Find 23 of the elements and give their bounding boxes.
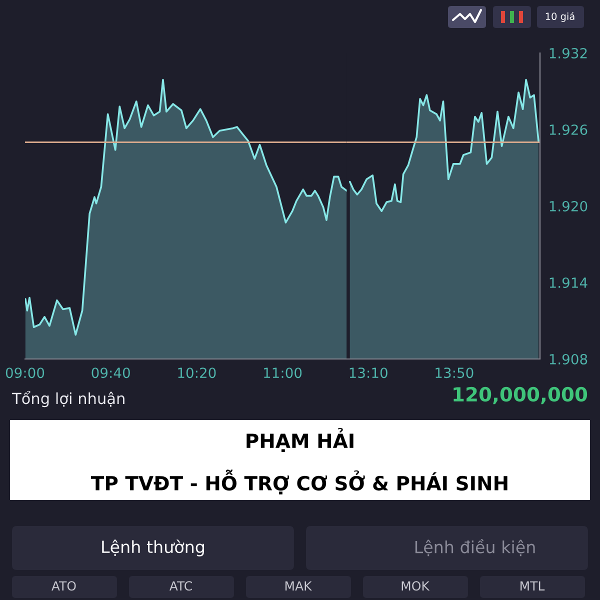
y-tick-label: 1.926 — [550, 124, 588, 135]
text: MOK — [402, 581, 430, 591]
y-tick-label: 1.914 — [550, 277, 588, 288]
text: ATO — [52, 581, 76, 591]
text: Lệnh thường — [102, 540, 204, 556]
x-tick-label: 13:10 — [350, 368, 388, 378]
text: 120,000,000 — [454, 386, 588, 404]
y-tick-label: 1.932 — [550, 48, 587, 58]
y-tick-label: 1.908 — [550, 354, 588, 364]
text: MTL — [520, 581, 545, 590]
text: Lệnh điều kiện — [415, 539, 535, 556]
text: PHẠM HẢI — [246, 428, 354, 452]
x-tick-label: 10:20 — [178, 368, 216, 378]
text: TP TVĐT - HỖ TRỢ CƠ SỞ & PHÁI SINH — [90, 470, 508, 494]
x-tick-label: 11:00 — [264, 368, 302, 378]
text: 10 giá — [546, 12, 574, 22]
x-tick-label: 09:40 — [92, 368, 130, 378]
y-tick-label: 1.920 — [550, 200, 588, 212]
text: Tổng lợi nhuận — [12, 390, 124, 408]
x-tick-label: 13:50 — [436, 368, 474, 378]
text: ATC — [169, 581, 192, 591]
text: MAK — [285, 581, 312, 590]
x-tick-label: 09:00 — [6, 368, 44, 378]
